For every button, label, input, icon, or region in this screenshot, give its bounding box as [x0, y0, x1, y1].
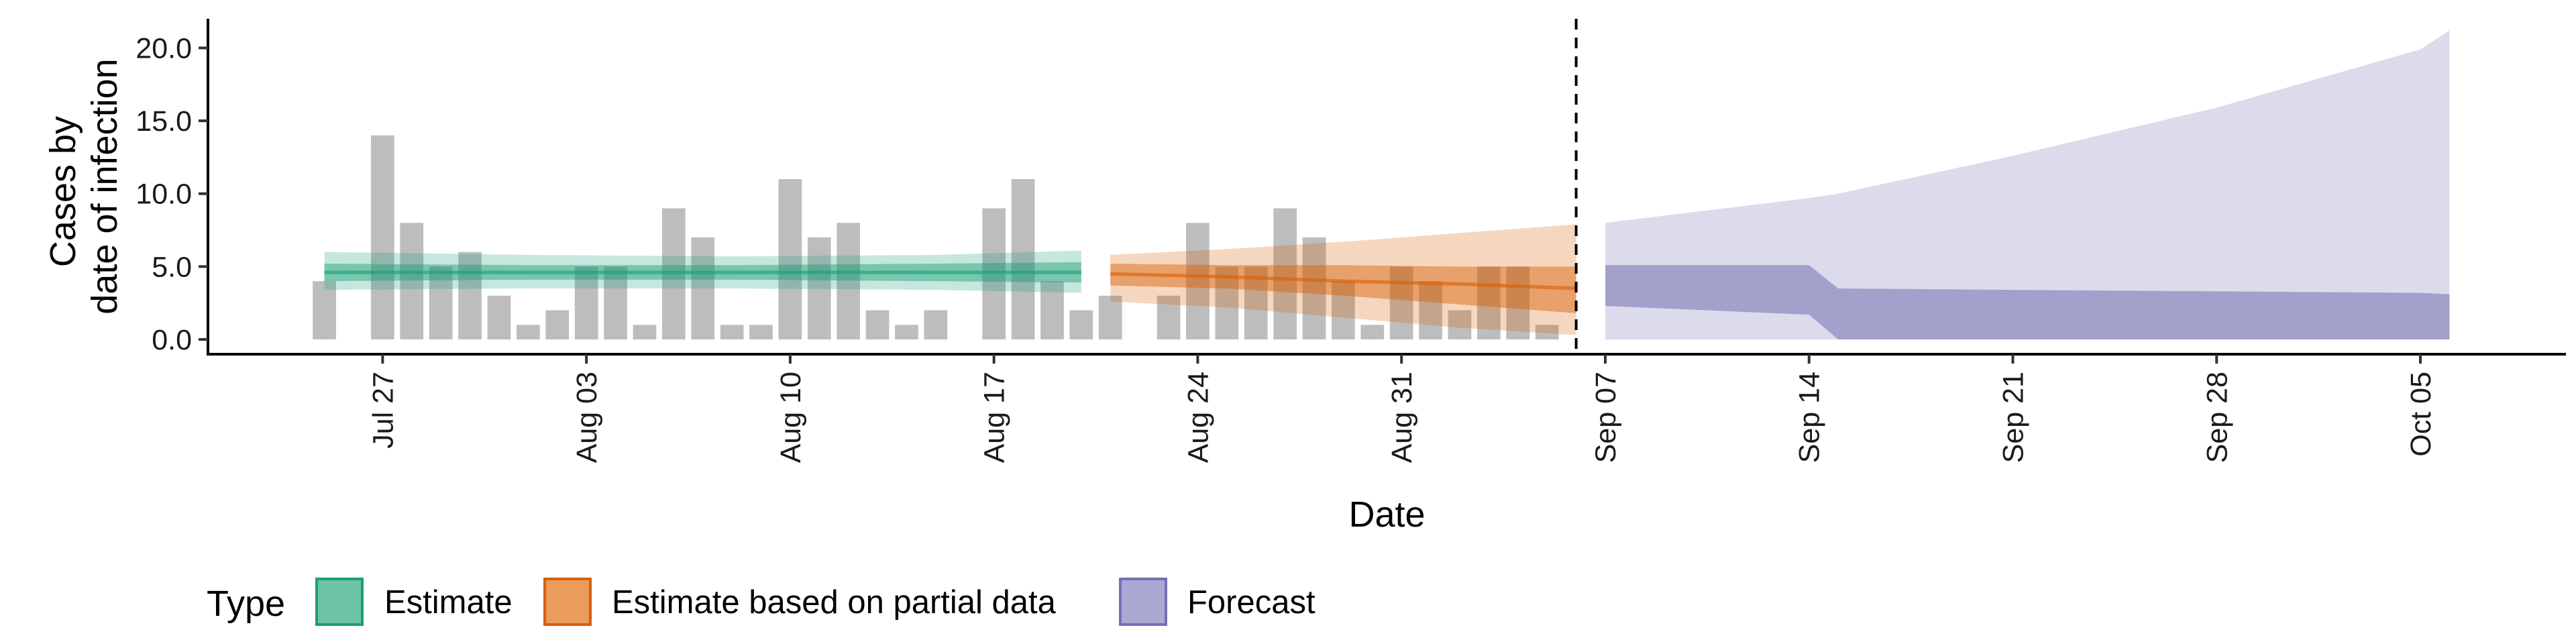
case-bar-2020-08-21: [1098, 295, 1122, 339]
case-bar-2020-08-03: [574, 266, 598, 339]
y-axis-title-line-2: date of infection: [85, 58, 125, 314]
reported-case-bars: [313, 135, 1559, 340]
case-bar-2020-08-07: [691, 237, 715, 339]
x-tick-label-3: Aug 17: [979, 372, 1011, 463]
case-bar-2020-08-02: [545, 310, 570, 339]
x-tick-label-5: Aug 31: [1386, 372, 1418, 463]
x-tick-label-2: Aug 10: [775, 372, 807, 463]
estimate-median: [324, 270, 1081, 274]
case-bar-2020-08-23: [1157, 295, 1181, 339]
case-bar-2020-07-27: [371, 135, 394, 340]
x-tick-label-8: Sep 21: [1997, 372, 2029, 463]
case-bar-2020-09-03: [1477, 266, 1501, 339]
case-bar-2020-08-13: [865, 310, 890, 339]
forecast-band-90: [1605, 30, 2450, 340]
legend-key-2: [1119, 578, 1167, 626]
case-bar-2020-07-31: [487, 295, 511, 339]
legend-label-0: Estimate: [384, 584, 513, 621]
case-bar-2020-09-05: [1535, 325, 1559, 339]
forecast-bands: [1605, 30, 2450, 340]
case-bar-2020-08-01: [517, 325, 540, 339]
y-axis-title: Cases by date of infection: [43, 58, 125, 314]
legend-key-0: [315, 578, 364, 626]
legend-label-1: Estimate based on partial data: [612, 584, 1057, 621]
x-tick-label-1: Aug 03: [571, 372, 603, 463]
case-bar-2020-08-12: [837, 223, 860, 339]
y-axis-ticks: 0.0 5.0 10.0 15.0 20.0: [136, 32, 208, 356]
x-axis-ticks: Jul 27 Aug 03 Aug 10 Aug 17 Aug 24 Aug 31 Sep …: [367, 354, 2437, 463]
estimate-bands: [324, 224, 1576, 335]
legend-key-1: [543, 578, 592, 626]
forecast-band-50: [1605, 265, 2450, 339]
partial-estimate-median: [1110, 272, 1576, 290]
y-tick-label-3: 15.0: [136, 105, 192, 138]
case-bar-2020-08-10: [778, 179, 802, 339]
legend-label-2: Forecast: [1187, 584, 1316, 621]
case-bar-2020-08-24: [1186, 223, 1210, 339]
case-bar-2020-08-11: [807, 237, 831, 339]
x-tick-label-6: Sep 07: [1590, 372, 1622, 463]
case-bar-2020-07-28: [400, 223, 424, 339]
case-bar-2020-08-28: [1302, 237, 1326, 339]
x-tick-label-10: Oct 05: [2405, 372, 2437, 457]
case-bar-2020-08-15: [924, 310, 948, 339]
case-bar-2020-08-19: [1040, 281, 1064, 339]
x-axis-title: Date: [1348, 494, 1425, 535]
case-bar-2020-08-20: [1069, 310, 1093, 339]
legend-title: Type: [207, 584, 285, 624]
case-bar-2020-07-30: [458, 252, 482, 339]
y-tick-label-0: 0.0: [152, 324, 192, 356]
case-bar-2020-08-04: [604, 266, 627, 339]
axes: [207, 19, 2566, 356]
case-bar-2020-08-29: [1332, 281, 1355, 339]
y-tick-label-4: 20.0: [136, 32, 192, 64]
case-bar-2020-09-04: [1506, 266, 1530, 339]
y-tick-label-1: 5.0: [152, 251, 192, 283]
legend: Type Estimate Estimate based on partial d…: [207, 578, 1316, 626]
case-bar-2020-08-27: [1273, 208, 1297, 339]
case-bar-2020-09-02: [1448, 310, 1472, 339]
case-bar-2020-08-05: [633, 325, 657, 339]
x-tick-label-9: Sep 28: [2201, 372, 2233, 463]
case-bar-2020-09-01: [1419, 281, 1442, 339]
y-tick-label-2: 10.0: [136, 178, 192, 211]
case-bar-2020-08-18: [1011, 179, 1035, 339]
case-bar-2020-07-29: [429, 266, 453, 339]
case-bar-2020-08-31: [1389, 266, 1413, 339]
case-bar-2020-08-09: [749, 325, 773, 339]
case-bar-2020-08-30: [1360, 325, 1385, 339]
x-tick-label-4: Aug 24: [1182, 372, 1214, 463]
case-bar-2020-08-14: [895, 325, 918, 339]
y-axis-title-line-1: Cases by: [43, 116, 83, 267]
case-bar-2020-07-25: [313, 281, 336, 339]
x-tick-label-7: Sep 14: [1794, 372, 1826, 463]
x-tick-label-0: Jul 27: [367, 372, 399, 449]
case-bar-2020-08-08: [720, 325, 744, 339]
